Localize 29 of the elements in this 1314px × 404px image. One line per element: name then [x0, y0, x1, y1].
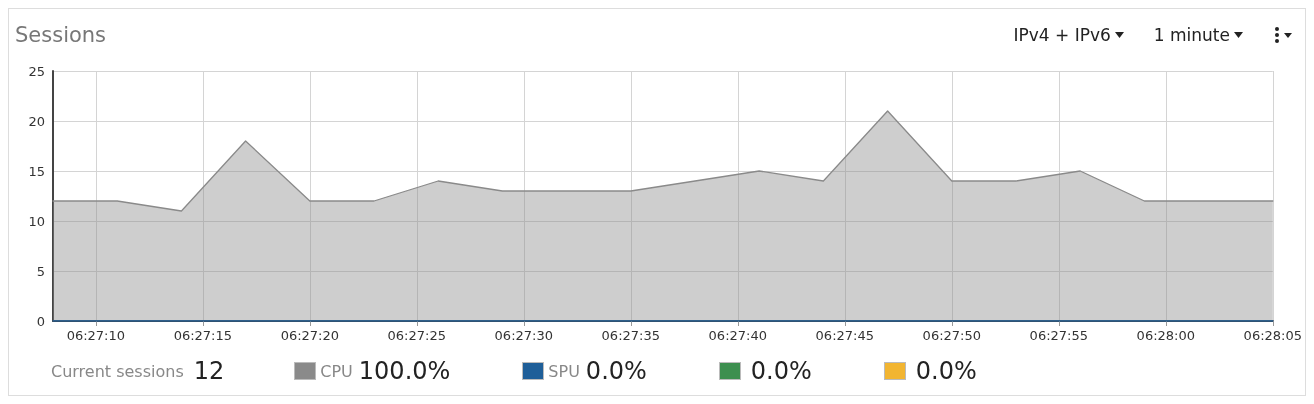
text: 100.0% — [358, 357, 451, 385]
x-tick-label: 06:27:10 — [66, 328, 126, 343]
text: 1 minute — [1153, 25, 1230, 45]
y-tick-label: 20 — [28, 113, 45, 129]
chart-title: Sessions — [15, 23, 107, 47]
x-tick-label: 06:27:25 — [387, 328, 446, 343]
text: 0.0% — [585, 357, 647, 385]
x-tick-label: 06:27:15 — [173, 328, 233, 343]
y-tick-label: 10 — [28, 213, 45, 229]
x-tick-label: 06:27:40 — [708, 328, 767, 343]
text: Current sessions — [51, 361, 184, 381]
x-tick-label: 06:27:50 — [922, 328, 981, 343]
x-tick-label: 06:27:20 — [280, 328, 340, 343]
text: 12 — [193, 357, 225, 385]
x-tick-label: 06:28:05 — [1243, 328, 1302, 343]
y-tick-label: 15 — [28, 163, 45, 179]
text: 0.0% — [750, 357, 812, 385]
y-tick-label: 0 — [36, 313, 45, 329]
x-tick-label: 06:27:30 — [494, 328, 553, 343]
x-tick-label: 06:27:55 — [1029, 328, 1088, 343]
y-tick-label: 25 — [28, 63, 45, 79]
x-tick-label: 06:27:35 — [601, 328, 660, 343]
x-tick-label: 06:28:00 — [1136, 328, 1195, 343]
x-tick-label: 06:27:45 — [815, 328, 874, 343]
legend-label: SPU — [548, 361, 580, 381]
text: 0.0% — [915, 357, 977, 385]
y-tick-label: 5 — [36, 263, 45, 279]
legend-label: CPU — [320, 361, 353, 381]
text: IPv4 + IPv6 — [1013, 25, 1111, 45]
